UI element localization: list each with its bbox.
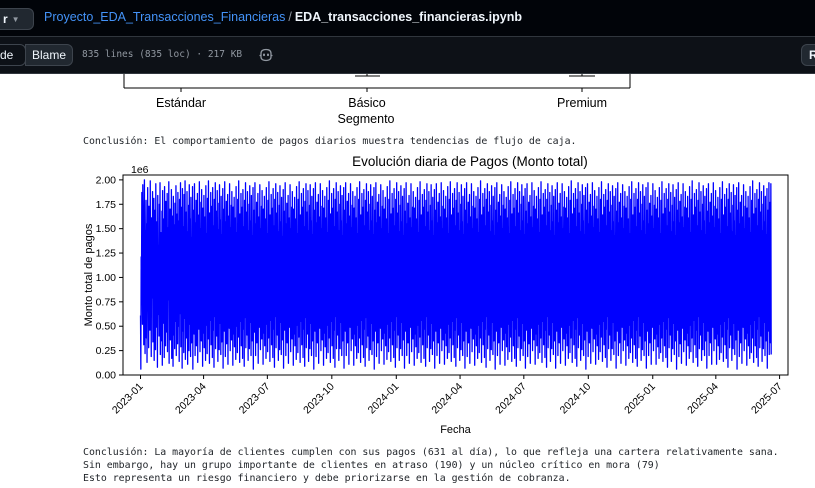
payments-series-line	[139, 179, 772, 370]
y-tick-label: 0.25	[96, 345, 117, 357]
blame-button[interactable]: Blame	[25, 44, 73, 66]
breadcrumb: Proyecto_EDA_Transacciones_Financieras / E…	[44, 10, 522, 24]
code-view-button[interactable]: de	[0, 44, 26, 66]
prev-x-tick-label: Estándar	[155, 96, 207, 110]
copilot-icon[interactable]	[258, 47, 274, 63]
y-tick-label: 1.50	[96, 223, 117, 235]
y-tick-label: 2.00	[96, 174, 117, 186]
y-axis-label: Monto total de pagos	[83, 223, 95, 326]
prev-x-tick-label: Básico	[348, 96, 386, 110]
output-text-conclusion: Conclusión: El comportamiento de pagos d…	[83, 136, 577, 147]
x-tick-label: 2024-04	[429, 381, 465, 417]
repo-header-bar: r ▼ Proyecto_EDA_Transacciones_Financier…	[0, 0, 815, 37]
y-axis-offset-label: 1e6	[131, 164, 149, 176]
x-axis-label: Fecha	[440, 424, 471, 436]
x-tick-label: 2023-01	[110, 381, 146, 417]
x-tick-label: 2024-10	[558, 381, 594, 417]
output-text-conclusion-line: Sin embargo, hay un grupo importante de …	[83, 460, 660, 471]
previous-chart-bottom	[123, 74, 631, 92]
output-text-conclusion-line: Conclusión: La mayoría de clientes cumpl…	[83, 447, 779, 458]
x-tick-label: 2025-01	[622, 381, 658, 417]
x-tick-label: 2024-07	[493, 381, 529, 417]
y-tick-label: 0.75	[96, 296, 117, 308]
x-tick-label: 2023-04	[173, 381, 209, 417]
file-info: 835 lines (835 loc) · 217 KB	[82, 49, 243, 60]
plot-frame	[122, 174, 789, 376]
breadcrumb-file-name: EDA_transacciones_financieras.ipynb	[294, 10, 522, 24]
x-tick-label: 2025-07	[749, 381, 785, 417]
caret-down-icon: ▼	[11, 14, 20, 24]
x-tick-label: 2025-04	[685, 381, 721, 417]
x-tick-label: 2024-01	[366, 381, 402, 417]
x-tick-label: 2023-10	[301, 381, 337, 417]
y-tick-label: 1.25	[96, 248, 117, 260]
prev-x-axis-label: Segmento	[337, 112, 395, 126]
raw-button[interactable]: R	[801, 44, 815, 66]
prev-x-tick-label: Premium	[556, 96, 608, 110]
breadcrumb-repo-link[interactable]: Proyecto_EDA_Transacciones_Financieras	[44, 10, 286, 24]
y-tick-label: 1.75	[96, 199, 117, 211]
y-tick-label: 0.50	[96, 321, 117, 333]
y-tick-label: 0.00	[96, 370, 117, 382]
x-tick-label: 2023-07	[237, 381, 273, 417]
daily-payments-line-chart: Evolución diaria de Pagos (Monto total) …	[83, 154, 789, 436]
branch-label: r	[3, 12, 8, 26]
output-text-conclusion-line: Esto representa un riesgo financiero y d…	[83, 473, 571, 484]
file-toolbar: de Blame 835 lines (835 loc) · 217 KB R	[0, 37, 815, 74]
breadcrumb-separator: /	[288, 10, 292, 24]
chart-title: Evolución diaria de Pagos (Monto total)	[352, 154, 588, 169]
branch-selector-button[interactable]: r ▼	[0, 8, 34, 30]
y-tick-label: 1.00	[96, 272, 117, 284]
